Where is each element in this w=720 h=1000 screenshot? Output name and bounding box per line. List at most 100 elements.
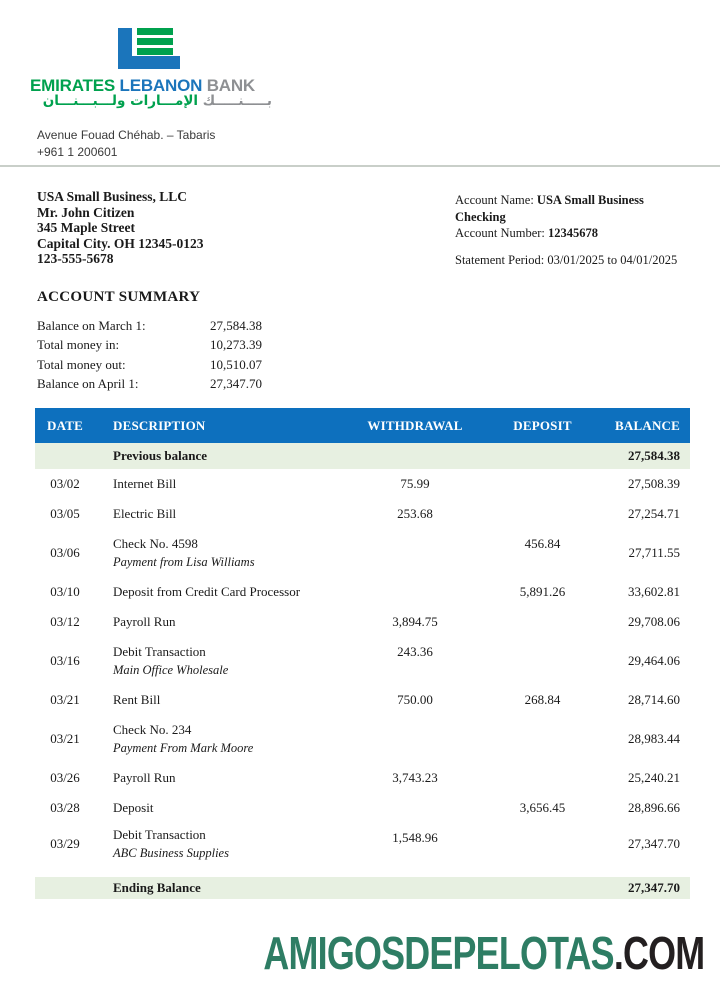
- bank-phone: +961 1 200601: [37, 145, 118, 159]
- table-header-row: DATE DESCRIPTION WITHDRAWAL DEPOSIT BALA…: [35, 408, 690, 443]
- transaction-row: 03/02 Internet Bill 75.99 27,508.39: [35, 469, 690, 499]
- transaction-row: 03/10 Deposit from Credit Card Processor 5…: [35, 577, 690, 607]
- summary-label: Total money in:: [37, 337, 120, 353]
- summary-label: Total money out:: [37, 356, 126, 372]
- cell-withdrawal: 253.68: [397, 506, 433, 521]
- logo-base-bar: [118, 56, 180, 69]
- previous-balance-label: Previous balance: [95, 443, 330, 469]
- cell-description: Electric Bill: [95, 499, 330, 529]
- cell-date: 03/21: [50, 731, 80, 746]
- summary-row: Balance on April 1: 27,347.70: [37, 374, 262, 393]
- header-withdrawal: WITHDRAWAL: [330, 408, 500, 443]
- watermark-brand-main: AMIGOSDEPELOTAS: [262, 927, 614, 979]
- cell-description: Deposit from Credit Card Processor: [95, 577, 330, 607]
- transactions-body: Previous balance 27,584.38 03/02 Internet…: [35, 443, 690, 899]
- cell-balance: 27,711.55: [628, 545, 680, 560]
- description-main: Internet Bill: [113, 476, 177, 491]
- statement-period-label: Statement Period:: [455, 252, 548, 267]
- cell-deposit: 268.84: [524, 692, 561, 707]
- summary-row: Balance on March 1: 27,584.38: [37, 316, 262, 335]
- logo-green-bar: [137, 48, 173, 55]
- transactions-table: DATE DESCRIPTION WITHDRAWAL DEPOSIT BALA…: [35, 408, 690, 899]
- cell-balance: 28,714.60: [628, 692, 680, 707]
- bank-address-block: Avenue Fouad Chéhab. – Tabaris +961 1 20…: [37, 127, 215, 161]
- customer-address-line: 345 Maple Street: [37, 220, 135, 235]
- bank-name: EMIRATES LEBANON BANK: [30, 76, 255, 96]
- cell-description: Debit Transaction ABC Business Supplies: [95, 823, 330, 871]
- previous-balance-row: Previous balance 27,584.38: [35, 443, 690, 469]
- header-balance: BALANCE: [585, 408, 690, 443]
- cell-description: Deposit: [95, 793, 330, 823]
- customer-address-line: Capital City. OH 12345-0123: [37, 235, 204, 251]
- cell-withdrawal: [330, 529, 500, 577]
- cell-withdrawal: [330, 715, 500, 763]
- logo-green-bar: [137, 28, 173, 35]
- header-deposit: DEPOSIT: [500, 408, 585, 443]
- cell-description: Payroll Run: [95, 763, 330, 793]
- cell-description: Debit Transaction Main Office Wholesale: [95, 637, 330, 685]
- account-number-value: 12345678: [548, 226, 599, 240]
- description-main: Deposit: [113, 800, 154, 815]
- cell-deposit: [500, 637, 585, 685]
- summary-row: Total money in: 10,273.39: [37, 335, 262, 354]
- statement-period-line: Statement Period: 03/01/2025 to 04/01/20…: [455, 252, 690, 269]
- summary-value: 10,510.07: [210, 356, 262, 372]
- cell-date: 03/05: [50, 506, 80, 521]
- cell-withdrawal: 75.99: [400, 476, 430, 491]
- summary-value: 27,584.38: [210, 318, 262, 333]
- description-main: Debit Transaction: [113, 644, 206, 659]
- cell-date: 03/02: [50, 476, 80, 491]
- cell-description: Payroll Run: [95, 607, 330, 637]
- transaction-row: 03/21 Check No. 234 Payment From Mark Moor…: [35, 715, 690, 763]
- ending-balance-label: Ending Balance: [95, 865, 330, 899]
- bank-arabic-gray: بـــــنـــــك: [202, 93, 272, 109]
- cell-withdrawal: 750.00: [397, 692, 433, 707]
- transaction-row: 03/12 Payroll Run 3,894.75 29,708.06: [35, 607, 690, 637]
- account-summary-title: ACCOUNT SUMMARY: [37, 289, 201, 305]
- bank-name-bank: BANK: [206, 76, 256, 95]
- account-name-value: USA Small Business Checking: [455, 193, 644, 224]
- description-main: Payroll Run: [113, 770, 176, 785]
- cell-balance: 25,240.21: [628, 770, 680, 785]
- cell-deposit: 456.84: [524, 536, 561, 551]
- description-sub: Main Office Wholesale: [113, 663, 229, 677]
- cell-withdrawal: [330, 793, 500, 823]
- cell-balance: 27,254.71: [628, 506, 680, 521]
- description-main: Rent Bill: [113, 692, 161, 707]
- description-sub: ABC Business Supplies: [113, 846, 229, 860]
- cell-deposit: [500, 499, 585, 529]
- transaction-row: 03/28 Deposit 3,656.45 28,896.66: [35, 793, 690, 823]
- header-divider: [0, 165, 720, 167]
- account-info-block: Account Name: USA Small Business Checkin…: [455, 192, 690, 268]
- cell-balance: 28,896.66: [628, 800, 680, 815]
- summary-value: 27,347.70: [210, 375, 262, 391]
- transaction-row: 03/21 Rent Bill 750.00 268.84 28,714.60: [35, 685, 690, 715]
- cell-withdrawal: 3,894.75: [392, 614, 438, 629]
- cell-description: Check No. 234 Payment From Mark Moore: [95, 715, 330, 763]
- cell-deposit: [500, 715, 585, 763]
- cell-date: 03/26: [50, 770, 80, 785]
- cell-description: Rent Bill: [95, 685, 330, 715]
- customer-address-block: USA Small Business, LLC Mr. John Citizen 3…: [37, 189, 204, 267]
- transaction-row: 03/26 Payroll Run 3,743.23 25,240.21: [35, 763, 690, 793]
- cell-withdrawal: [330, 443, 500, 469]
- watermark-brand-suffix: .COM: [613, 927, 704, 979]
- account-name-label: Account Name:: [455, 193, 537, 207]
- cell-date: 03/12: [50, 614, 80, 629]
- bank-arabic-green: الإمـــارات ولـــبـــنـــان: [42, 93, 198, 109]
- account-number-label: Account Number:: [455, 226, 549, 240]
- cell-deposit: [500, 469, 585, 499]
- cell-withdrawal: 3,743.23: [392, 770, 438, 785]
- cell-deposit: [500, 763, 585, 793]
- summary-value: 10,273.39: [210, 337, 262, 353]
- header-date: DATE: [35, 408, 95, 443]
- description-main: Electric Bill: [113, 506, 177, 521]
- cell-deposit: [500, 607, 585, 637]
- description-main: Debit Transaction: [113, 827, 206, 842]
- account-summary-rows: Balance on March 1: 27,584.38 Total money …: [37, 316, 262, 393]
- cell-deposit: [500, 865, 585, 899]
- cell-deposit: 5,891.26: [519, 584, 566, 599]
- transaction-row: 03/06 Check No. 4598 Payment from Lisa Wil…: [35, 529, 690, 577]
- ending-balance-value: 27,347.70: [585, 865, 690, 899]
- cell-deposit: [500, 823, 585, 871]
